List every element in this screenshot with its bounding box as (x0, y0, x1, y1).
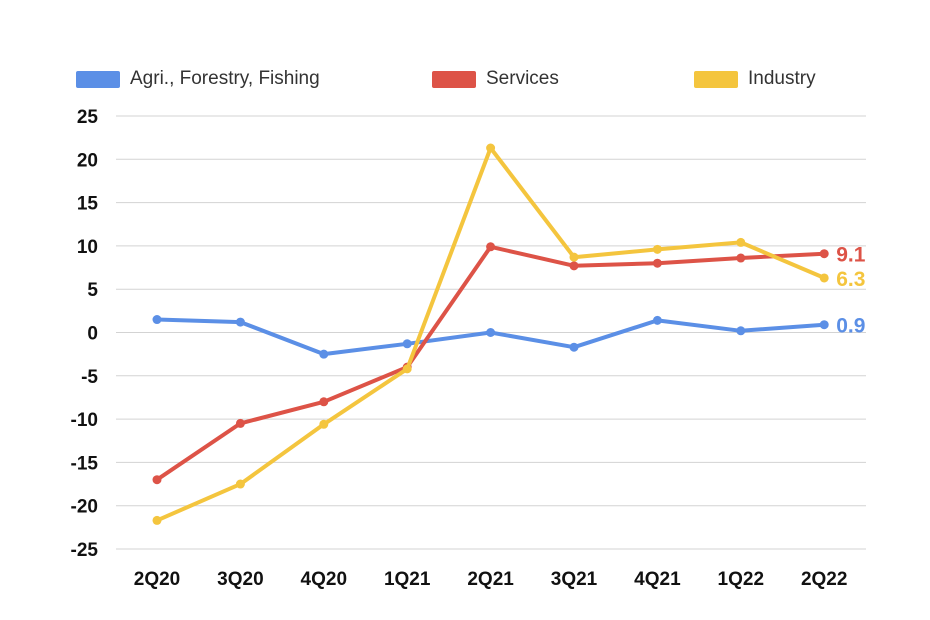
legend-item-industry: Industry (694, 68, 816, 90)
chart-legend: Agri., Forestry, Fishing Services Indust… (0, 68, 930, 96)
end-value-label-services: 9.1 (836, 244, 866, 267)
y-tick-label: -5 (81, 367, 98, 388)
x-tick-label: 1Q21 (384, 569, 431, 590)
data-point-industry (152, 515, 162, 525)
legend-label-agri: Agri., Forestry, Fishing (130, 68, 320, 89)
data-point-services (652, 258, 662, 268)
x-tick-label: 3Q20 (217, 569, 263, 590)
data-point-agri (319, 349, 329, 359)
legend-swatch-agri (76, 70, 120, 88)
legend-swatch-industry (694, 70, 738, 88)
y-tick-label: -15 (71, 453, 99, 474)
data-point-industry (569, 252, 579, 262)
end-value-label-agri: 0.9 (836, 315, 865, 338)
y-tick-label: -20 (71, 497, 98, 518)
data-point-industry (319, 419, 329, 429)
data-point-agri (819, 320, 829, 330)
data-point-agri (152, 315, 162, 325)
series-line-services (155, 244, 827, 482)
data-point-industry (486, 143, 496, 153)
data-point-agri (652, 315, 662, 325)
y-tick-label: -10 (71, 410, 98, 431)
x-tick-label: 1Q22 (718, 569, 764, 590)
data-point-industry (402, 364, 412, 374)
data-point-agri (736, 326, 746, 336)
data-point-industry (235, 479, 245, 489)
data-point-services (152, 475, 162, 485)
x-tick-label: 4Q20 (301, 569, 347, 590)
y-tick-label: 0 (87, 324, 98, 345)
y-tick-label: 25 (77, 107, 99, 128)
y-tick-label: 10 (77, 237, 98, 258)
data-point-services (486, 242, 496, 252)
data-point-agri (569, 342, 579, 352)
x-tick-label: 4Q21 (634, 569, 681, 590)
data-point-services (736, 253, 746, 263)
legend-label-services: Services (486, 68, 559, 89)
legend-item-agri: Agri., Forestry, Fishing (76, 68, 320, 90)
y-tick-label: 15 (77, 194, 99, 215)
data-point-industry (736, 237, 746, 247)
data-point-industry (652, 244, 662, 254)
y-tick-label: 5 (87, 280, 98, 301)
data-point-industry (819, 273, 829, 283)
data-point-services (235, 418, 245, 428)
data-point-agri (486, 328, 496, 337)
data-point-agri (235, 317, 245, 327)
y-tick-label: -25 (71, 540, 99, 561)
x-tick-label: 3Q21 (551, 569, 598, 590)
data-point-services (819, 249, 829, 259)
legend-swatch-services (432, 70, 476, 88)
legend-item-services: Services (432, 68, 559, 90)
y-tick-label: 20 (77, 150, 98, 171)
x-tick-label: 2Q21 (467, 569, 514, 590)
x-tick-label: 2Q22 (801, 569, 847, 590)
end-value-label-industry: 6.3 (836, 268, 865, 291)
data-point-services (319, 397, 329, 407)
data-point-services (569, 261, 579, 271)
x-tick-label: 2Q20 (134, 569, 180, 590)
legend-label-industry: Industry (748, 68, 816, 89)
data-point-agri (402, 339, 412, 349)
